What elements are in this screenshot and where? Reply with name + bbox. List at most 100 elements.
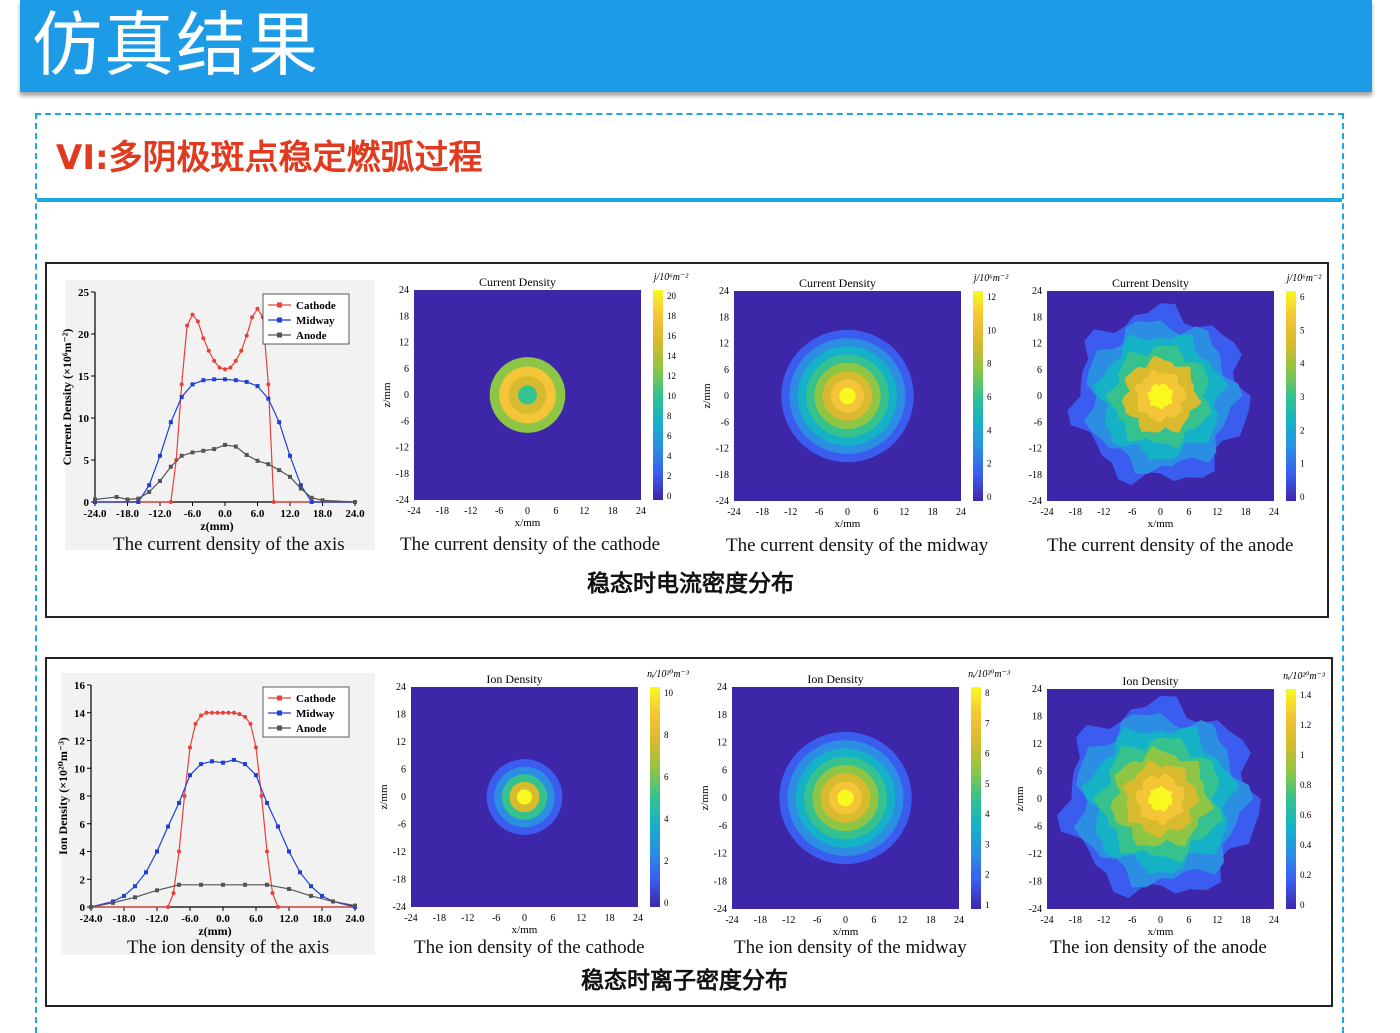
current-cathode-y-tick-label: -18 [396, 469, 409, 480]
current-axis-data-point [158, 453, 162, 458]
current-anode-y-tick-label: 24 [1032, 286, 1042, 297]
current-density-panel: -24.0 -18.0 -12.0 -6.0 0.0 6.0 12.0 18.0 24.0 0 5 1… [45, 262, 1329, 618]
current-axis-series-midway [93, 377, 357, 504]
page-title: 仿真结果 [32, 4, 320, 86]
ion-midway-y-axis-label: z/mm [699, 785, 711, 810]
current-midway-y-tick-label: 0 [724, 391, 729, 402]
ion-axis-data-point [133, 884, 137, 889]
current-midway-y-tick-label: -18 [716, 470, 729, 481]
current-axis-x-tick-label: 12.0 [280, 508, 300, 520]
ion-axis-x-tick-label: 0.0 [216, 913, 230, 925]
current-axis-data-point [244, 452, 249, 457]
current-axis-x-tick-label: -18.0 [116, 508, 139, 520]
ion-cathode-y-tick-label: -12 [393, 847, 406, 858]
current-cathode-y-tick-label: 24 [399, 285, 409, 296]
current-anode-heatmap: Current Density -24-24 -18 -18 -12 -12 -6 -6 0 0 6… [1029, 273, 1323, 530]
current-midway-y-tick-label: -24 [716, 496, 729, 507]
current-anode-y-tick-label: 6 [1037, 365, 1042, 376]
ion-cathode-y-tick-label: -18 [393, 875, 406, 886]
ion-midway-colorbar-tick: 1 [985, 900, 990, 910]
ion-anode-colorbar-tick: 1 [1300, 750, 1305, 760]
current-axis-x-tick-label: 6.0 [251, 508, 265, 520]
current-axis-series-anode [93, 442, 357, 504]
current-cathode-x-tick-label: -6 [495, 506, 503, 517]
caption-ion-axis: The ion density of the axis [127, 937, 330, 958]
current-cathode-colorbar-tick: 16 [667, 331, 677, 341]
ion-midway-colorbar-label: nᵢ/10²⁰m⁻³ [968, 669, 1011, 680]
ion-axis-x-tick-label: 12.0 [279, 913, 299, 925]
ion-midway-y-tick-label: 6 [722, 765, 727, 776]
ion-axis-data-point [331, 899, 335, 904]
ion-axis-data-point [188, 745, 192, 750]
ion-axis-data-point [111, 900, 115, 905]
current-cathode-colorbar-tick: 18 [667, 311, 677, 321]
ion-axis-data-point [265, 849, 269, 854]
ion-midway-y-tick-label: 12 [717, 738, 727, 749]
current-midway-colorbar-tick: 6 [987, 392, 992, 402]
current-axis-data-point [298, 483, 303, 488]
current-axis-data-point [239, 348, 244, 353]
current-axis-data-point [255, 458, 260, 463]
current-axis-data-point [201, 336, 206, 341]
current-cathode-y-tick-label: 12 [399, 338, 409, 349]
current-axis-data-point [228, 365, 233, 370]
current-axis-data-point [266, 396, 271, 401]
ion-axis-y-tick-label: 10 [74, 763, 86, 775]
current-midway-y-tick-label: 24 [719, 286, 729, 297]
current-axis-y-axis-label: Current Density (×10⁶m⁻²) [60, 329, 74, 466]
current-axis-data-point [147, 489, 152, 494]
ion-midway-x-tick-label: 12 [897, 915, 907, 926]
ion-anode-y-tick-label: 0 [1037, 794, 1042, 805]
ion-cathode-x-tick-label: 0 [522, 913, 527, 924]
ion-axis-data-point [248, 721, 253, 726]
current-axis-data-point [179, 395, 184, 399]
ion-axis-data-point [166, 824, 170, 829]
ion-axis-data-point [171, 891, 176, 896]
current-axis-legend-marker [277, 302, 282, 308]
ion-axis-data-point [254, 745, 258, 750]
ion-midway-x-tick-label: -24 [725, 915, 738, 926]
current-midway-y-tick-label: -6 [721, 417, 729, 428]
ion-cathode-colorbar-tick: 0 [664, 898, 669, 908]
ion-cathode-x-tick-label: 24 [633, 913, 643, 924]
current-axis-data-point [147, 483, 152, 488]
ion-axis-data-point [226, 710, 231, 715]
ion-anode-y-axis-label: z/mm [1014, 786, 1026, 811]
ion-cathode-colorbar-label: nᵢ/10²⁰m⁻³ [647, 669, 690, 680]
ion-axis-data-point [243, 882, 247, 887]
section-title: VI:多阴极斑点稳定燃弧过程 [56, 138, 483, 178]
ion-axis-y-tick-label: 12 [74, 736, 86, 748]
current-anode-y-tick-label: -6 [1034, 417, 1042, 428]
current-axis-data-point [190, 382, 195, 387]
ion-anode-x-tick-label: -24 [1040, 915, 1053, 926]
ion-axis-data-point [177, 800, 181, 805]
current-axis-data-point [266, 462, 271, 467]
ion-axis-data-point [309, 893, 313, 898]
current-anode-title: Current Density [1112, 276, 1189, 290]
current-axis-data-point [223, 367, 227, 372]
current-cathode-colorbar-tick: 10 [667, 391, 677, 401]
ion-axis-data-point [204, 710, 209, 715]
ion-midway-x-tick-label: -18 [754, 915, 767, 926]
current-anode-colorbar-tick: 2 [1300, 425, 1305, 435]
current-axis-data-point [277, 468, 282, 473]
current-anode-colorbar [1286, 291, 1296, 501]
ion-axis-y-tick-label: 2 [80, 874, 86, 886]
current-midway-x-tick-label: 12 [899, 507, 909, 518]
ion-axis-data-point [89, 905, 93, 909]
content-frame [35, 113, 1344, 1033]
current-axis-data-point [223, 442, 227, 447]
current-midway-x-tick-label: 24 [956, 507, 966, 518]
current-midway-colorbar-tick: 8 [987, 359, 992, 369]
current-midway-y-tick-label: 12 [719, 339, 729, 350]
ion-axis-y-tick-label: 6 [80, 819, 86, 831]
ion-density-figures: -24.0 -18.0 -12.0 -6.0 0.0 6.0 12.0 18.0 24.0024… [56, 669, 1326, 955]
current-axis-data-point [190, 312, 195, 317]
caption-current-midway: The current density of the midway [726, 535, 989, 556]
ion-midway-contour-level [837, 789, 854, 807]
current-midway-x-tick-label: 0 [845, 507, 850, 518]
current-axis-data-point [136, 496, 141, 501]
ion-axis-data-point [215, 710, 220, 715]
ion-axis-data-point [287, 886, 291, 891]
ion-anode-colorbar-tick: 0.2 [1300, 870, 1311, 880]
